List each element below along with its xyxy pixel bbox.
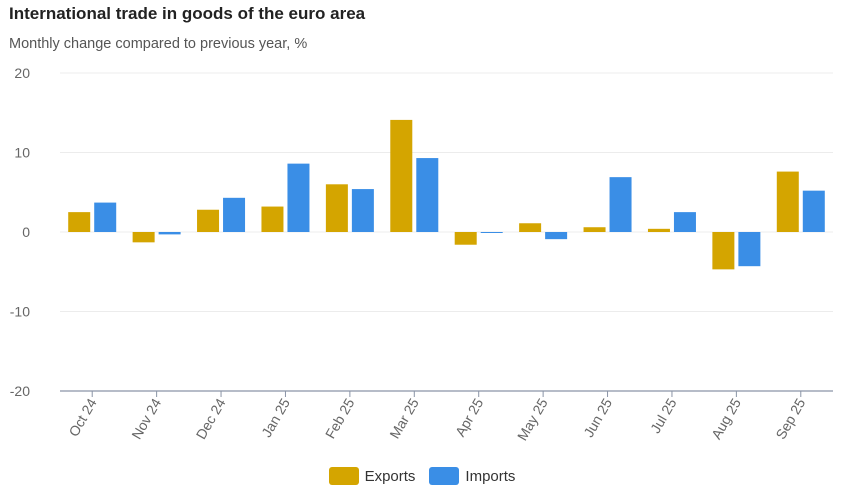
bar-exports-nov-24[interactable]	[132, 232, 155, 243]
x-tick-label: Aug 25	[708, 395, 744, 442]
exports-swatch	[328, 467, 359, 485]
y-tick-label: -20	[10, 383, 30, 399]
grid-lines	[60, 72, 833, 312]
y-tick-label: 0	[22, 224, 30, 240]
legend-item-imports[interactable]: Imports	[429, 467, 515, 485]
legend-label-exports: Exports	[364, 467, 416, 485]
x-tick-label: Apr 25	[452, 395, 487, 439]
bar-imports-dec-24[interactable]	[223, 197, 246, 232]
chart-title: International trade in goods of the euro…	[9, 4, 366, 23]
bar-imports-sep-25[interactable]	[802, 190, 825, 232]
bar-exports-may-25[interactable]	[519, 223, 542, 232]
bar-exports-dec-24[interactable]	[197, 209, 220, 232]
legend: Exports Imports	[0, 467, 844, 485]
x-tick-label: Nov 24	[128, 395, 164, 442]
x-tick-label: Dec 24	[193, 395, 229, 442]
bar-imports-jun-25[interactable]	[609, 177, 632, 232]
bar-exports-jan-25[interactable]	[261, 206, 284, 232]
x-tick-label: Feb 25	[322, 395, 358, 441]
bar-exports-jun-25[interactable]	[583, 227, 606, 232]
legend-item-exports[interactable]: Exports	[328, 467, 416, 485]
chart-subtitle: Monthly change compared to previous year…	[9, 36, 308, 52]
y-tick-label: -10	[10, 304, 30, 320]
bar-imports-oct-24[interactable]	[94, 202, 117, 232]
bar-exports-mar-25[interactable]	[390, 119, 413, 232]
imports-swatch	[429, 467, 460, 485]
bar-exports-feb-25[interactable]	[325, 184, 348, 232]
x-tick-label: Jan 25	[258, 395, 293, 440]
x-tick-label: May 25	[514, 395, 551, 443]
bar-exports-jul-25[interactable]	[647, 228, 670, 232]
x-tick-label: Jun 25	[580, 395, 615, 440]
bar-exports-sep-25[interactable]	[776, 171, 799, 232]
bar-imports-feb-25[interactable]	[351, 189, 374, 232]
x-tick-label: Oct 24	[65, 395, 100, 439]
bar-imports-jul-25[interactable]	[673, 212, 696, 232]
bar-imports-jan-25[interactable]	[287, 163, 310, 232]
y-tick-label: 20	[14, 65, 30, 81]
y-axis-ticks: 20 10 0 -10 -20	[10, 65, 30, 399]
bar-exports-apr-25[interactable]	[454, 232, 477, 245]
bar-imports-aug-25[interactable]	[738, 232, 761, 267]
bar-exports-aug-25[interactable]	[712, 232, 735, 270]
bar-imports-may-25[interactable]	[545, 232, 568, 240]
bar-imports-nov-24[interactable]	[158, 232, 181, 235]
bar-imports-apr-25[interactable]	[480, 232, 503, 233]
x-tick-label: Jul 25	[647, 395, 680, 436]
legend-label-imports: Imports	[465, 467, 516, 485]
x-tick-label: Sep 25	[772, 395, 808, 442]
bar-imports-mar-25[interactable]	[416, 158, 439, 232]
x-axis-ticks: Oct 24 Nov 24 Dec 24 Jan 25 Feb 25 Mar 25 Apr …	[65, 391, 808, 443]
bar-exports-oct-24[interactable]	[68, 212, 91, 232]
bars	[68, 119, 825, 270]
x-tick-label: Mar 25	[386, 395, 422, 441]
y-tick-label: 10	[14, 145, 30, 161]
